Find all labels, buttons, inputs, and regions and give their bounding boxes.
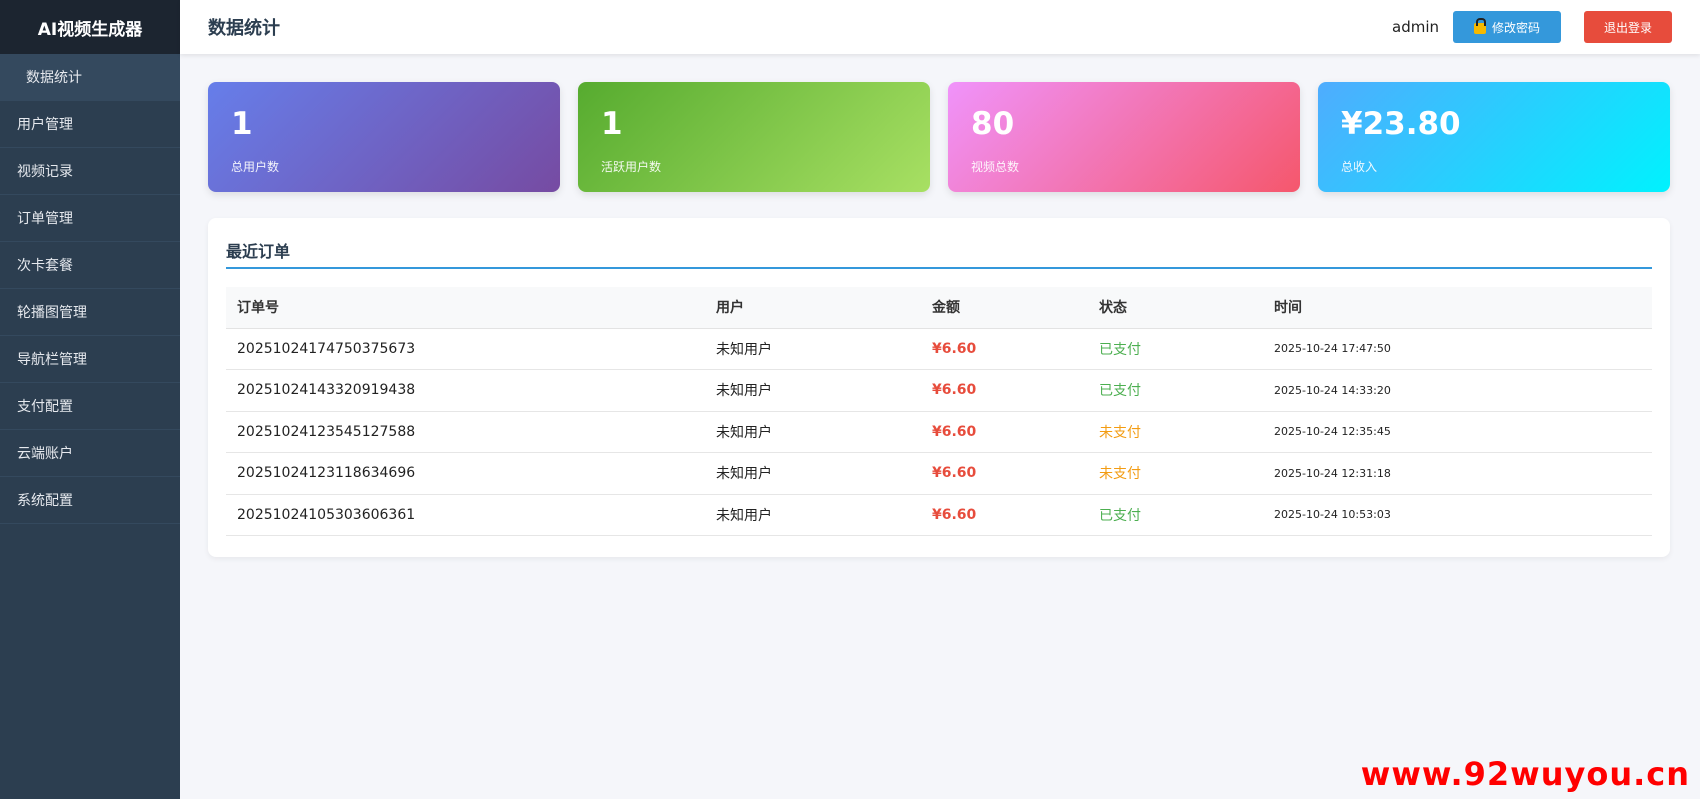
stat-value: 80 [971, 106, 1015, 142]
change-password-button[interactable]: 修改密码 [1453, 11, 1561, 43]
stat-label: 总收入 [1341, 160, 1378, 174]
order-id: 20251024174750375673 [226, 328, 705, 370]
logout-button[interactable]: 退出登录 [1584, 11, 1672, 43]
order-time: 2025-10-24 10:53:03 [1263, 494, 1652, 536]
stat-value: 1 [231, 106, 253, 142]
sidebar-item[interactable]: 次卡套餐 [0, 242, 180, 289]
order-amount: ¥6.60 [921, 452, 1088, 495]
col-status: 状态 [1088, 287, 1263, 329]
stat-card-total-revenue: ¥23.80 总收入 [1318, 82, 1670, 192]
panel-title: 最近订单 [226, 218, 1652, 269]
change-password-label: 修改密码 [1491, 20, 1540, 35]
username: admin [1392, 18, 1439, 36]
sidebar-item[interactable]: 支付配置 [0, 383, 180, 430]
top-header: 数据统计 admin 修改密码 退出登录 [180, 0, 1700, 54]
sidebar-menu: 数据统计 用户管理 视频记录 订单管理 次卡套餐 轮播图管理 导航栏管理 支付配置 云端账户 系统… [0, 54, 180, 524]
table-row: 20251024174750375673 未知用户 ¥6.60 已支付 2025-10-… [226, 328, 1652, 370]
table-row: 20251024143320919438 未知用户 ¥6.60 已支付 2025-10-… [226, 369, 1652, 412]
stat-value: 1 [601, 106, 623, 142]
order-user: 未知用户 [705, 369, 921, 412]
orders-table: 订单号 用户 金额 状态 时间 20251024174750375673 未知用户… [226, 287, 1652, 536]
sidebar-item[interactable]: 订单管理 [0, 195, 180, 242]
sidebar-item[interactable]: 视频记录 [0, 148, 180, 195]
order-status: 已支付 [1088, 369, 1263, 412]
sidebar: AI视频生成器 数据统计 用户管理 视频记录 订单管理 次卡套餐 轮播图管理 导航栏管理 支付… [0, 0, 180, 799]
sidebar-item[interactable]: 导航栏管理 [0, 336, 180, 383]
stat-label: 活跃用户数 [601, 160, 662, 174]
stat-card-total-videos: 80 视频总数 [948, 82, 1300, 192]
stat-label: 视频总数 [971, 160, 1020, 174]
order-time: 2025-10-24 12:31:18 [1263, 452, 1652, 495]
recent-orders-panel: 最近订单 订单号 用户 金额 状态 时间 2025102417475037567… [208, 218, 1670, 557]
order-amount: ¥6.60 [921, 328, 1088, 370]
stat-label: 总用户数 [231, 160, 280, 174]
sidebar-item[interactable]: 轮播图管理 [0, 289, 180, 336]
order-user: 未知用户 [705, 452, 921, 495]
order-amount: ¥6.60 [921, 411, 1088, 453]
app-logo: AI视频生成器 [0, 0, 180, 54]
order-amount: ¥6.60 [921, 369, 1088, 412]
col-user: 用户 [705, 287, 921, 329]
stat-card-total-users: 1 总用户数 [208, 82, 560, 192]
order-amount: ¥6.60 [921, 494, 1088, 536]
order-time: 2025-10-24 17:47:50 [1263, 328, 1652, 370]
table-header-row: 订单号 用户 金额 状态 时间 [226, 287, 1652, 329]
order-time: 2025-10-24 12:35:45 [1263, 411, 1652, 453]
sidebar-item[interactable]: 用户管理 [0, 101, 180, 148]
lock-icon [1473, 17, 1486, 34]
order-id: 20251024105303606361 [226, 494, 705, 536]
order-user: 未知用户 [705, 411, 921, 453]
order-time: 2025-10-24 14:33:20 [1263, 369, 1652, 412]
col-order-id: 订单号 [226, 287, 705, 329]
sidebar-item[interactable]: 数据统计 [0, 54, 180, 101]
order-id: 20251024123118634696 [226, 452, 705, 495]
order-id: 20251024143320919438 [226, 369, 705, 412]
sidebar-item[interactable]: 云端账户 [0, 430, 180, 477]
order-status: 已支付 [1088, 494, 1263, 536]
table-row: 20251024105303606361 未知用户 ¥6.60 已支付 2025-10-… [226, 494, 1652, 536]
order-status: 未支付 [1088, 411, 1263, 453]
col-amount: 金额 [921, 287, 1088, 329]
order-user: 未知用户 [705, 494, 921, 536]
sidebar-item[interactable]: 系统配置 [0, 477, 180, 524]
stat-value: ¥23.80 [1341, 106, 1461, 142]
order-status: 已支付 [1088, 328, 1263, 370]
stat-card-active-users: 1 活跃用户数 [578, 82, 930, 192]
page-title: 数据统计 [208, 18, 280, 39]
order-user: 未知用户 [705, 328, 921, 370]
table-row: 20251024123545127588 未知用户 ¥6.60 未支付 2025-10-… [226, 411, 1652, 453]
order-status: 未支付 [1088, 452, 1263, 495]
table-row: 20251024123118634696 未知用户 ¥6.60 未支付 2025-10-… [226, 452, 1652, 495]
order-id: 20251024123545127588 [226, 411, 705, 453]
stat-cards: 1 总用户数 1 活跃用户数 80 视频总数 ¥23.80 总收入 [208, 82, 1670, 192]
watermark: www.92wuyou.cn [1360, 755, 1690, 793]
col-time: 时间 [1263, 287, 1652, 329]
